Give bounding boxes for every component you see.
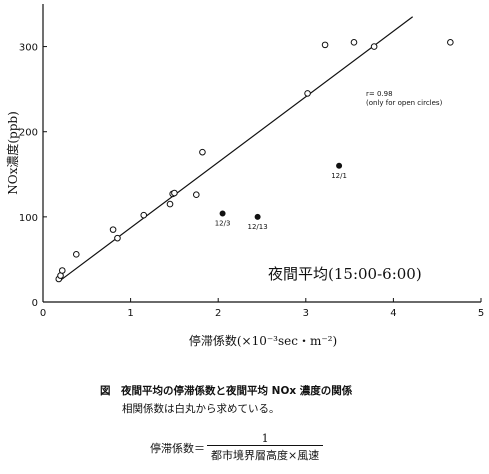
open-circle-point: [370, 43, 378, 50]
data-points: [55, 39, 454, 283]
figure-caption: 図 夜間平均の停滞係数と夜間平均 NOx 濃度の関係 相関係数は白丸から求めてい…: [100, 382, 480, 418]
filled-circle-point: [254, 213, 261, 220]
x-tick-label: 5: [478, 308, 484, 319]
chart-axes: [42, 4, 481, 303]
y-axis-title: NOx濃度(ppb): [5, 111, 20, 195]
axis-ticks: 0 1 2 3 4 5 0 100 200 300: [19, 43, 484, 319]
regression-line: [58, 16, 414, 283]
chart-title: 夜間平均(15:00-6:00): [268, 265, 422, 283]
x-tick-label: 0: [40, 308, 46, 319]
y-tick-label: 100: [19, 213, 38, 224]
open-circle-point: [321, 41, 329, 49]
open-circle-point: [109, 226, 117, 233]
formula-numerator: 1: [261, 432, 269, 445]
open-circle-point: [72, 251, 80, 258]
point-labels: 12/3 12/13 12/1: [215, 172, 347, 231]
correlation-annotation-note: (only for open circles): [366, 99, 443, 107]
point-date-label: 12/3: [215, 219, 231, 227]
open-circle-point: [140, 211, 148, 219]
correlation-annotation: r= 0.98: [366, 90, 393, 98]
point-date-label: 12/1: [331, 172, 347, 180]
formula-fraction: 1 都市境界層高度×風速: [207, 432, 324, 463]
open-circle-point: [166, 200, 174, 208]
filled-circle-point: [219, 210, 226, 217]
x-tick-label: 3: [303, 308, 309, 319]
y-tick-label: 0: [32, 298, 38, 309]
x-axis-title: 停滞係数(×10⁻³sec・m⁻²): [189, 333, 337, 348]
formula-lhs: 停滞係数＝: [150, 441, 205, 455]
formula: 停滞係数＝ 1 都市境界層高度×風速: [150, 432, 324, 463]
caption-title: 図 夜間平均の停滞係数と夜間平均 NOx 濃度の関係: [100, 385, 353, 397]
open-circle-point: [58, 267, 66, 274]
open-circle-point: [114, 234, 121, 242]
y-tick-label: 200: [19, 128, 38, 139]
point-date-label: 12/13: [248, 223, 268, 231]
open-circle-point: [447, 39, 454, 46]
caption-note: 相関係数は白丸から求めている。: [122, 403, 280, 415]
y-tick-label: 300: [19, 43, 38, 54]
x-tick-label: 4: [390, 308, 396, 319]
x-tick-label: 1: [127, 308, 133, 319]
formula-denominator: 都市境界層高度×風速: [207, 445, 324, 463]
open-circle-point: [199, 148, 206, 156]
regression-line-group: [58, 16, 414, 283]
filled-circle-point: [336, 162, 343, 169]
open-circle-point: [350, 39, 358, 46]
open-circle-point: [193, 191, 200, 199]
x-tick-label: 2: [215, 308, 221, 319]
open-circle-point: [171, 189, 178, 197]
open-circle-point: [304, 90, 311, 97]
